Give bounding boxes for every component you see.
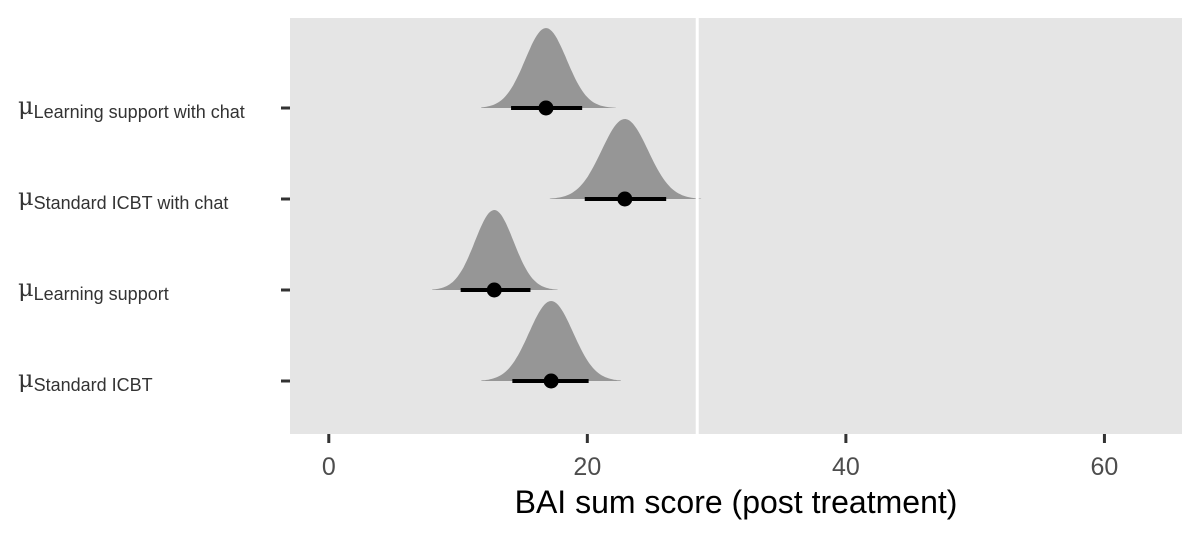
group-subscript: Learning support: [33, 284, 169, 304]
y-tick-label-1: μStandard ICBT with chat: [18, 183, 229, 213]
group-subscript: Learning support with chat: [33, 102, 245, 122]
group-subscript: Standard ICBT: [33, 375, 153, 395]
mu-symbol: μ: [18, 183, 34, 211]
median-point-2: [486, 282, 502, 298]
x-axis: 0 20 40 60: [322, 434, 1119, 481]
density-0: [481, 28, 616, 109]
mu-symbol: μ: [18, 274, 34, 302]
density-1: [549, 119, 702, 199]
plot-panel: [290, 18, 1182, 434]
median-point-0: [538, 100, 554, 116]
median-point-3: [543, 373, 559, 389]
mu-symbol: μ: [18, 365, 34, 393]
x-tick-label-0: 0: [322, 453, 336, 481]
x-tick-label-2: 40: [832, 453, 860, 481]
y-tick-label-0: μLearning support with chat: [18, 92, 245, 122]
x-tick-label-1: 20: [573, 453, 601, 481]
density-2: [432, 210, 558, 290]
group-subscript: Standard ICBT with chat: [33, 193, 229, 213]
y-axis-ticks: [281, 106, 290, 383]
x-tick-label-3: 60: [1091, 453, 1119, 481]
median-point-1: [617, 191, 633, 207]
y-tick-label-3: μStandard ICBT: [18, 365, 153, 395]
mu-symbol: μ: [18, 92, 34, 120]
y-tick-label-2: μLearning support: [18, 274, 169, 304]
intervals-layer: [460, 100, 667, 389]
densities-layer: [432, 28, 702, 381]
density-3: [481, 301, 621, 381]
x-axis-title: BAI sum score (post treatment): [514, 484, 958, 520]
